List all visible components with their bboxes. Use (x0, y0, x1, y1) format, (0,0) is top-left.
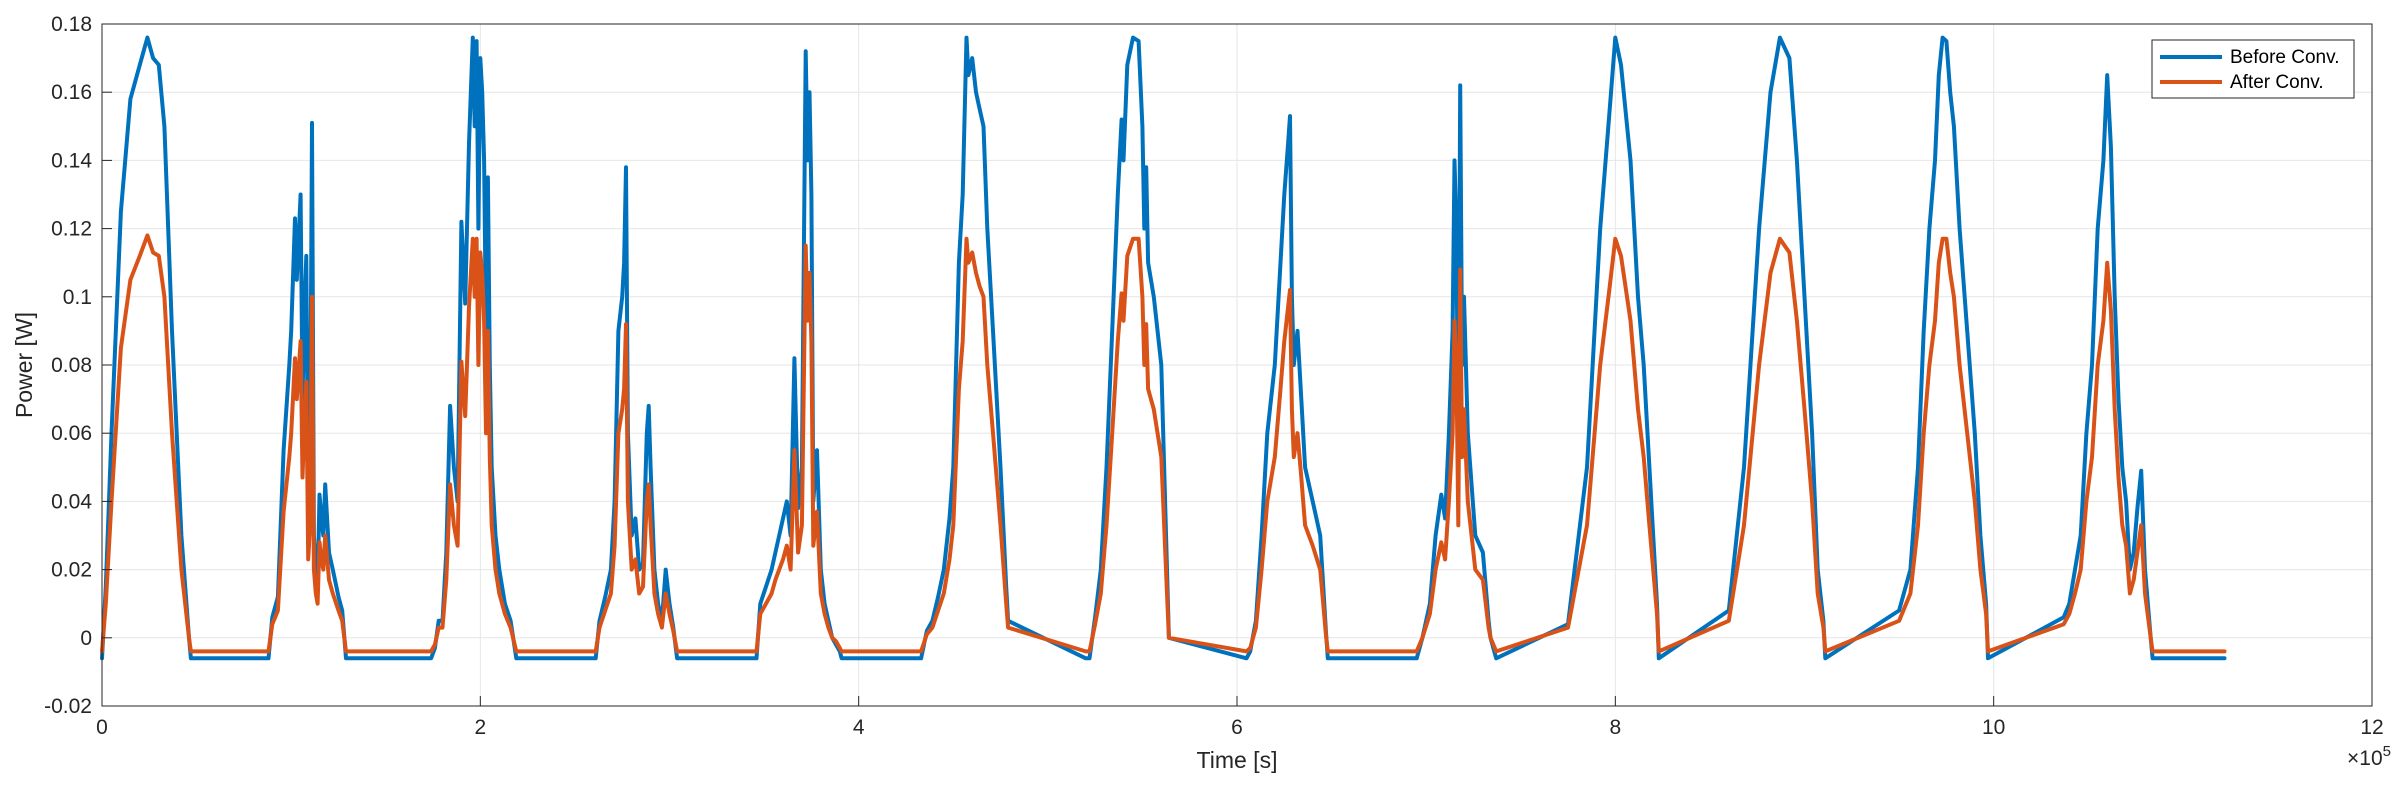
x-tick-label: 8 (1609, 716, 1621, 739)
y-tick-label: 0.16 (51, 81, 92, 104)
series-line-after-conv (100, 233, 2227, 654)
x-tick-label: 6 (1231, 716, 1243, 739)
x-tick-label: 12 (2360, 716, 2383, 739)
y-tick-label: -0.02 (44, 695, 92, 718)
x-axis-exponent: ×105 (2347, 743, 2391, 770)
y-tick-label: 0 (80, 627, 92, 650)
y-tick-label: 0.06 (51, 422, 92, 445)
y-tick-label: 0.02 (51, 559, 92, 582)
x-tick-label: 0 (96, 716, 108, 739)
x-tick-label: 4 (853, 716, 865, 739)
y-tick-label: 0.18 (51, 13, 92, 36)
y-tick-label: 0.12 (51, 218, 92, 241)
x-tick-label: 10 (1982, 716, 2005, 739)
y-tick-label: 0.1 (63, 286, 92, 309)
x-axis-exponent-power: 5 (2383, 743, 2391, 760)
ticks: 0 2 4 6 8 10 12-0.0200.020.040.060.080.10.120.… (44, 13, 2384, 739)
y-axis-title: Power [W] (11, 312, 37, 418)
legend-label-after: After Conv. (2230, 72, 2324, 93)
legend: Before Conv. After Conv. (2151, 39, 2355, 99)
y-tick-label: 0.04 (51, 490, 92, 513)
series-layer (100, 35, 2227, 661)
legend-label-before: Before Conv. (2230, 47, 2339, 68)
x-axis-title: Time [s] (1197, 747, 1278, 773)
legend-box (2151, 39, 2355, 99)
y-tick-label: 0.14 (51, 149, 92, 172)
x-axis-exponent-base: ×10 (2347, 747, 2383, 770)
y-tick-label: 0.08 (51, 354, 92, 377)
x-tick-label: 2 (474, 716, 486, 739)
